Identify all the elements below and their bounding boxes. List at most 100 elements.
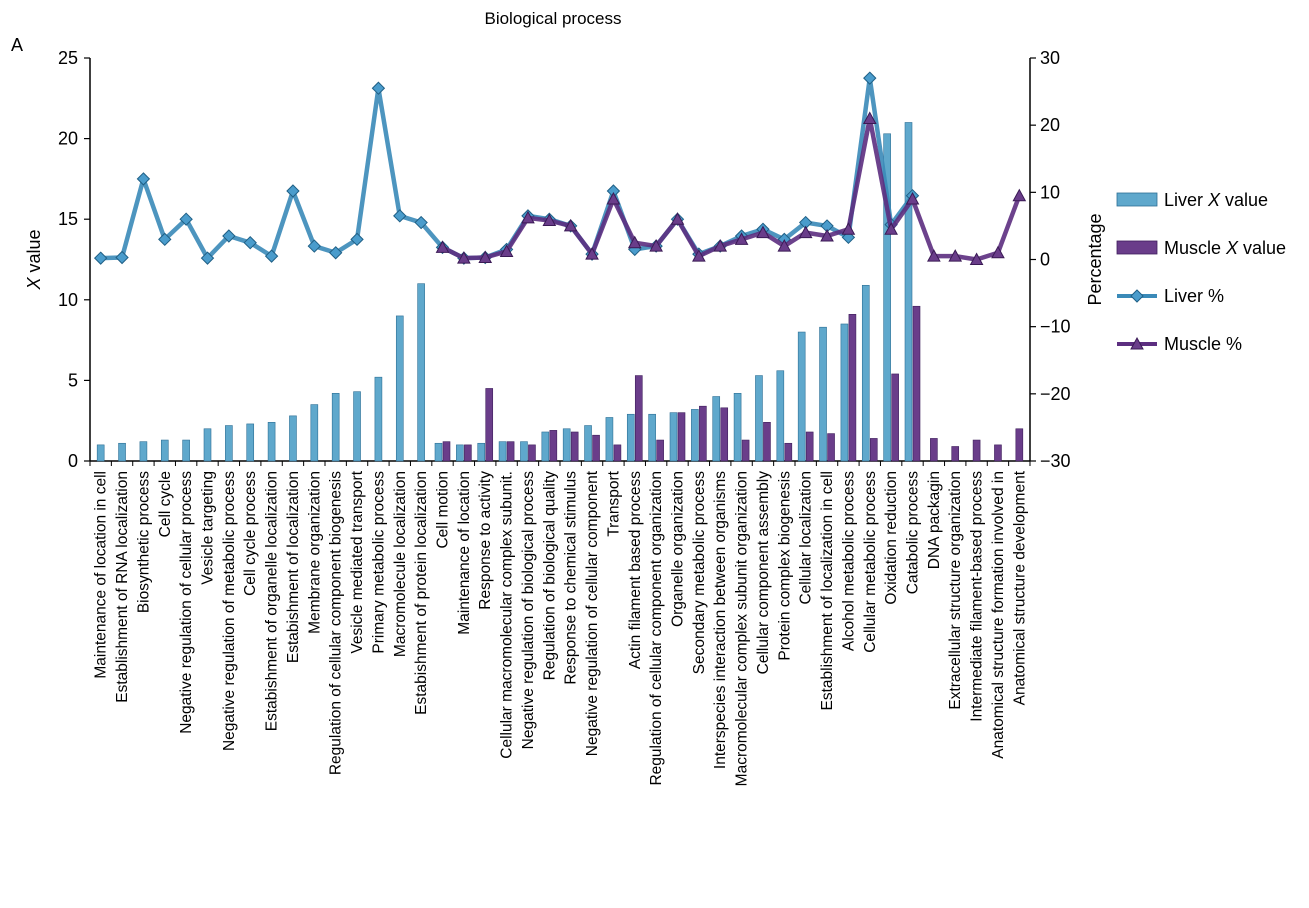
liver-bar: [712, 396, 721, 462]
muscle-percent-point: [649, 239, 663, 252]
category-label: Cellular localization: [798, 471, 815, 605]
category-label: Cellular component assembly: [755, 471, 772, 675]
category-label: Estabishment of localization: [285, 471, 302, 663]
liver-bar: [456, 444, 464, 462]
y-axis-title-right: Percentage: [1085, 213, 1105, 305]
liver-bar: [331, 392, 340, 462]
muscle-percent-point: [991, 245, 1005, 259]
muscle-percent-point: [627, 235, 642, 249]
muscle-bar: [827, 433, 835, 462]
liver-bar: [353, 391, 361, 462]
y-tick-label-left: 10: [58, 290, 78, 310]
muscle-percent-point: [756, 225, 770, 239]
y-tick-label-left: 25: [58, 48, 78, 68]
muscle-percent-point: [905, 192, 920, 205]
liver-bar: [203, 428, 212, 462]
muscle-percent-point: [585, 247, 599, 260]
category-label: Negative regulation of cellular componen…: [584, 470, 601, 756]
muscle-bar: [592, 434, 600, 462]
muscle-percent-point: [884, 222, 898, 235]
muscle-percent-point: [478, 250, 493, 263]
category-label: Vesicle targeting: [200, 471, 217, 585]
muscle-bar: [741, 439, 750, 462]
y-tick-label-left: 15: [58, 209, 78, 229]
legend-label-1: Muscle X value: [1164, 238, 1286, 258]
liver-bar: [289, 415, 297, 462]
y-tick-label-right: −20: [1040, 384, 1071, 404]
liver-bar: [626, 413, 635, 462]
category-label: Negative regulation of biological proces…: [520, 471, 537, 750]
muscle-bar: [912, 305, 921, 462]
muscle-bar: [972, 439, 981, 462]
legend-label-0-part: Liver: [1164, 190, 1208, 210]
liver-bar: [374, 376, 383, 462]
category-label: Maintenance of location: [456, 471, 473, 635]
category-label: Cellular metabolic process: [862, 471, 879, 653]
muscle-percent-point: [927, 249, 941, 262]
muscle-bar: [1015, 428, 1024, 462]
legend-marker-2: [1130, 289, 1144, 303]
category-label: DNA packagin: [926, 471, 943, 569]
liver-bar: [395, 315, 404, 462]
liver-percent-point: [222, 229, 236, 243]
legend-label-0-part: value: [1220, 190, 1268, 210]
liver-percent-point: [350, 232, 364, 247]
category-label: Maintenance of location in cell: [93, 471, 110, 679]
muscle-percent-point: [670, 212, 685, 225]
y-axis-title-left-part: X: [24, 277, 44, 291]
liver-percent-point: [307, 239, 322, 253]
category-label: Anatomical structure formation involved …: [990, 471, 1007, 759]
liver-bar: [118, 442, 126, 462]
muscle-bar: [634, 375, 643, 462]
axes: 0 5 10 15 20 25 −30 −20 −10 0 10 20 30 X value Percent…: [24, 48, 1105, 471]
muscle-bar: [442, 441, 451, 462]
liver-bar: [669, 412, 678, 462]
legend-label-1-part: Muscle: [1164, 238, 1226, 258]
category-label: Response to chemical stimulus: [563, 471, 580, 685]
category-label: Alcohol metabolic process: [840, 471, 857, 651]
category-label: Primary metabolic process: [370, 471, 387, 654]
legend-marker-3: [1130, 336, 1144, 350]
liver-bar: [861, 284, 870, 462]
liver-percent-point: [863, 71, 877, 85]
category-label: Transport: [605, 470, 622, 536]
category-label: Actin filament based process: [627, 471, 644, 669]
category-label: Establishment of RNA localization: [114, 471, 131, 703]
y-tick-label-left: 0: [68, 451, 78, 471]
muscle-percent-point: [1012, 188, 1027, 202]
muscle-bar: [784, 442, 793, 462]
legend-label-0-part: X: [1207, 190, 1221, 210]
y-tick-label-left: 20: [58, 129, 78, 149]
muscle-bar: [720, 407, 729, 462]
y-tick-label-right: −10: [1040, 317, 1071, 337]
bar-layer: [96, 122, 1024, 462]
category-label: Regulation of biological quality: [541, 471, 558, 681]
category-label: Cell motion: [435, 471, 452, 549]
legend-swatch-0: [1116, 192, 1158, 207]
legend-label-2-part: Liver %: [1164, 286, 1224, 306]
liver-bar: [904, 122, 913, 462]
liver-percent-point: [115, 250, 129, 265]
muscle-bar: [506, 441, 515, 462]
y-tick-label-right: 10: [1040, 182, 1060, 202]
muscle-bar: [805, 431, 814, 462]
liver-percent-point: [179, 212, 193, 226]
muscle-percent-point: [435, 240, 450, 253]
liver-bar: [562, 428, 571, 462]
muscle-percent-point: [563, 218, 578, 232]
y-tick-label-right: 0: [1040, 250, 1050, 270]
muscle-bar: [613, 444, 622, 462]
liver-bar: [520, 441, 528, 462]
category-label: Cellular macromolecular complex subunit.: [499, 471, 516, 759]
legend-label-1-part: value: [1238, 238, 1286, 258]
muscle-percent-point: [969, 252, 984, 265]
muscle-percent-point: [841, 222, 856, 235]
category-label: Biosynthetic process: [135, 471, 152, 613]
liver-bar: [883, 133, 891, 462]
liver-percent-point: [158, 232, 172, 247]
muscle-percent-line: [441, 116, 1022, 262]
line-layer: [93, 71, 1027, 265]
muscle-percent-point: [820, 228, 834, 242]
y-tick-label-left: 5: [68, 370, 78, 390]
